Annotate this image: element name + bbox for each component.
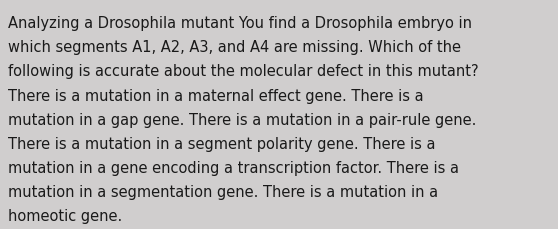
Text: following is accurate about the molecular defect in this mutant?: following is accurate about the molecula… (8, 64, 479, 79)
Text: which segments A1, A2, A3, and A4 are missing. Which of the: which segments A1, A2, A3, and A4 are mi… (8, 40, 461, 55)
Text: Analyzing a Drosophila mutant You find a Drosophila embryo in: Analyzing a Drosophila mutant You find a… (8, 16, 473, 31)
Text: There is a mutation in a segment polarity gene. There is a: There is a mutation in a segment polarit… (8, 136, 436, 151)
Text: homeotic gene.: homeotic gene. (8, 208, 123, 223)
Text: mutation in a gap gene. There is a mutation in a pair-rule gene.: mutation in a gap gene. There is a mutat… (8, 112, 477, 127)
Text: mutation in a segmentation gene. There is a mutation in a: mutation in a segmentation gene. There i… (8, 184, 439, 199)
Text: There is a mutation in a maternal effect gene. There is a: There is a mutation in a maternal effect… (8, 88, 424, 103)
Text: mutation in a gene encoding a transcription factor. There is a: mutation in a gene encoding a transcript… (8, 160, 459, 175)
